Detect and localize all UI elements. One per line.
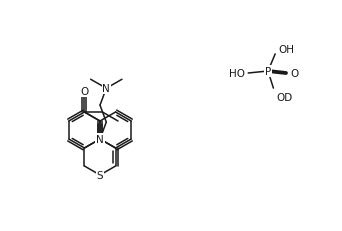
Text: O: O — [80, 86, 89, 96]
Text: OH: OH — [278, 45, 294, 55]
Text: S: S — [97, 170, 103, 180]
Text: P: P — [265, 67, 271, 77]
Text: HO: HO — [229, 69, 245, 79]
Text: N: N — [96, 134, 104, 144]
Text: N: N — [102, 84, 110, 94]
Text: OD: OD — [276, 93, 293, 103]
Text: O: O — [290, 69, 298, 79]
